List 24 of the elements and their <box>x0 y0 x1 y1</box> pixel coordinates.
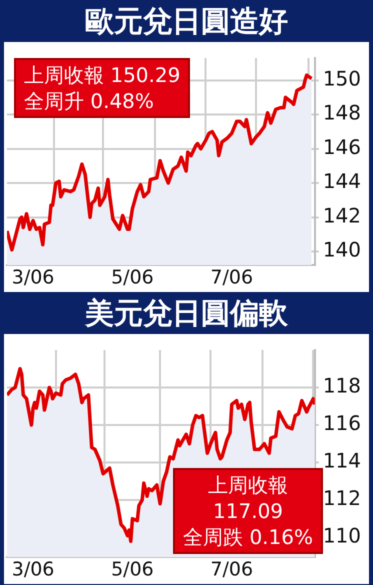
chart-title: 美元兌日圓偏軟 <box>84 295 289 332</box>
annotation: 全周跌 0.16% <box>183 524 313 550</box>
y-tick-label: 112 <box>322 486 362 510</box>
x-tick-label: 7/06 <box>210 266 254 289</box>
y-tick-label: 110 <box>322 524 362 548</box>
y-tick-label: 144 <box>322 169 362 194</box>
y-tick-label: 142 <box>322 203 362 228</box>
y-tick-label: 148 <box>322 100 362 125</box>
y-tick-label: 146 <box>322 134 362 159</box>
x-tick-label: 5/06 <box>111 266 154 289</box>
annotation: 上周收報 <box>207 472 290 498</box>
y-tick-label: 114 <box>322 448 362 473</box>
y-tick-label: 140 <box>322 238 362 262</box>
x-tick-label: 5/06 <box>111 558 154 581</box>
annotation: 117.09 <box>212 498 284 524</box>
y-tick-label: 150 <box>322 66 362 90</box>
x-tick-label: 3/06 <box>12 266 54 289</box>
y-tick-label: 118 <box>322 374 362 398</box>
chart-title: 歐元兌日圓造好 <box>84 3 289 40</box>
x-tick-label: 7/06 <box>210 558 254 581</box>
x-tick-label: 3/06 <box>12 558 54 581</box>
annotation: 上周收報 150.29 <box>24 62 180 88</box>
y-tick-label: 116 <box>322 411 362 436</box>
annotation: 全周升 0.48% <box>24 88 155 114</box>
